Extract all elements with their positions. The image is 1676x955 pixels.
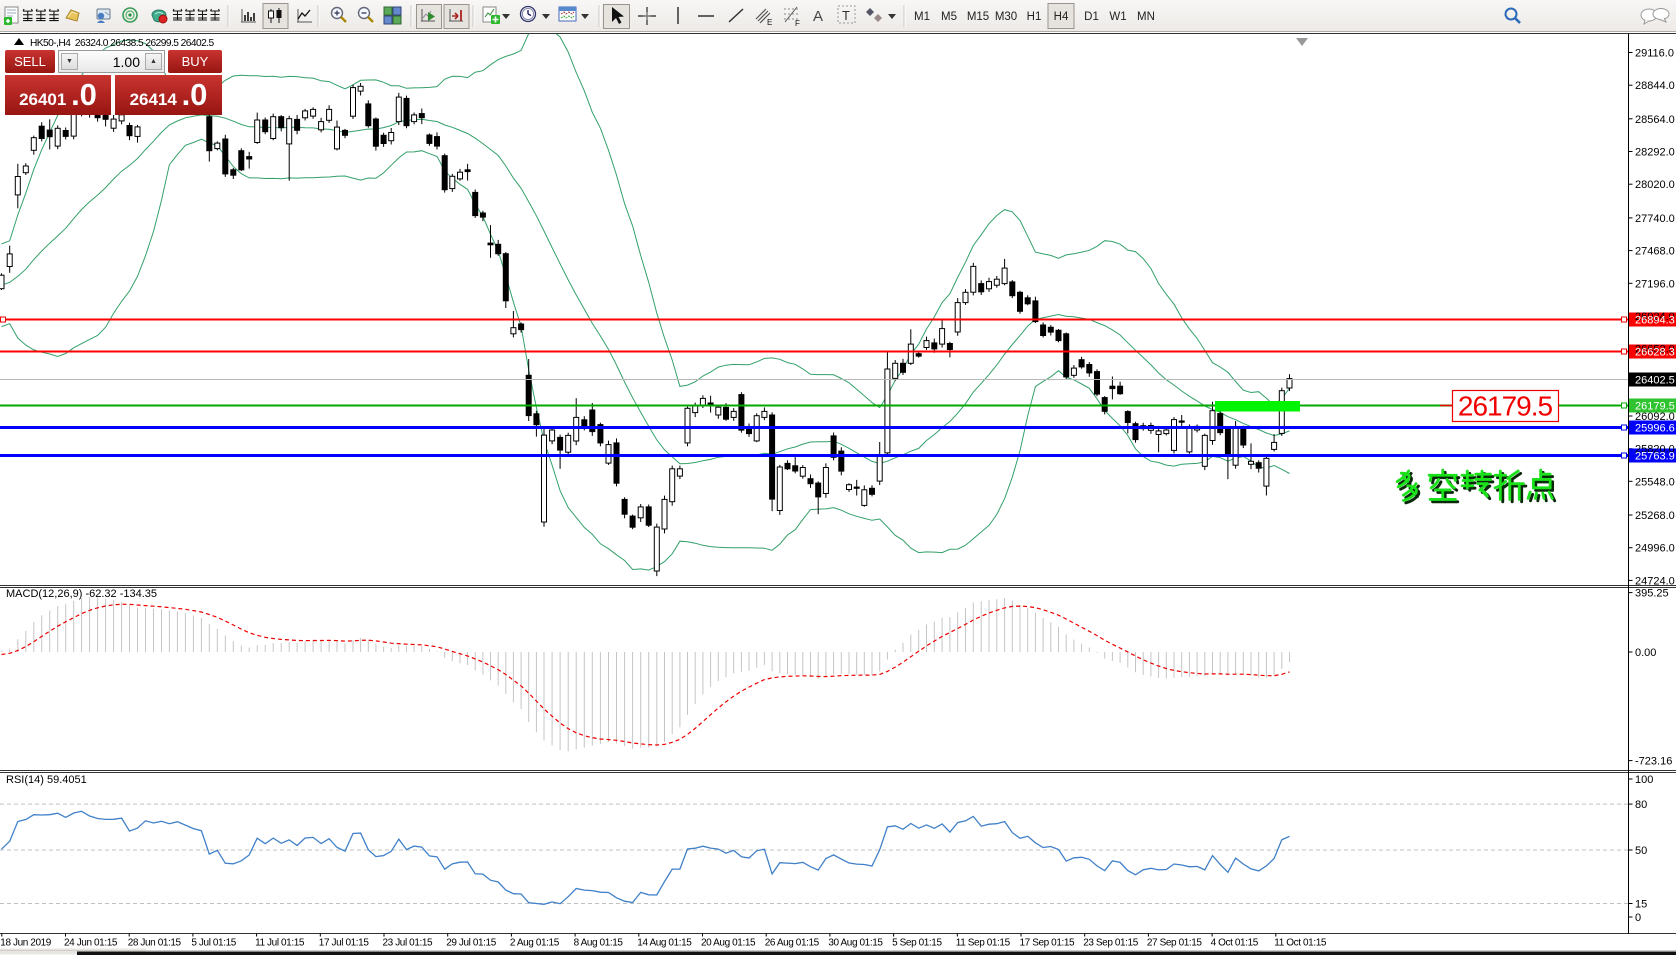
svg-text:28844.0: 28844.0 — [1635, 80, 1675, 92]
svg-text:15: 15 — [1635, 899, 1647, 911]
svg-text:26092.0: 26092.0 — [1635, 411, 1675, 423]
svg-text:25763.9: 25763.9 — [1635, 451, 1675, 463]
svg-text:5 Jul 01:15: 5 Jul 01:15 — [191, 938, 236, 949]
svg-text:25820.0: 25820.0 — [1635, 444, 1675, 456]
svg-text:11 Sep 01:15: 11 Sep 01:15 — [956, 938, 1011, 949]
svg-text:26924.0: 26924.0 — [1635, 311, 1675, 323]
svg-text:27468.0: 27468.0 — [1635, 246, 1675, 258]
svg-text:A: A — [813, 8, 823, 25]
svg-text:28 Jun 01:15: 28 Jun 01:15 — [128, 938, 182, 949]
svg-text:27 Sep 01:15: 27 Sep 01:15 — [1147, 938, 1203, 949]
svg-text:30 Aug 01:15: 30 Aug 01:15 — [828, 938, 883, 949]
svg-text:26894.3: 26894.3 — [1635, 315, 1675, 327]
svg-text:H1: H1 — [1027, 11, 1042, 23]
svg-text:4 Oct 01:15: 4 Oct 01:15 — [1211, 938, 1259, 949]
svg-text:23 Jul 01:15: 23 Jul 01:15 — [383, 938, 434, 949]
svg-text:11 Jul 01:15: 11 Jul 01:15 — [255, 938, 305, 949]
svg-text:14 Aug 01:15: 14 Aug 01:15 — [637, 938, 692, 949]
svg-text:M5: M5 — [941, 11, 957, 23]
svg-text:0: 0 — [1635, 912, 1641, 924]
svg-text:27196.0: 27196.0 — [1635, 278, 1675, 290]
svg-text:HK50-,H4 26324.0 26438.5 2629: HK50-,H4 26324.0 26438.5 26299.5 26402.5 — [30, 38, 215, 49]
svg-text:2 Aug 01:15: 2 Aug 01:15 — [510, 938, 560, 949]
svg-text:50: 50 — [1635, 845, 1647, 857]
svg-text:24996.0: 24996.0 — [1635, 543, 1675, 555]
svg-text:80: 80 — [1635, 799, 1647, 811]
svg-text:29116.0: 29116.0 — [1635, 48, 1674, 60]
svg-text:E: E — [767, 18, 772, 27]
svg-text:-723.16: -723.16 — [1635, 756, 1672, 768]
svg-text:W1: W1 — [1109, 11, 1126, 23]
svg-text:23 Sep 01:15: 23 Sep 01:15 — [1083, 938, 1139, 949]
svg-text:D1: D1 — [1084, 11, 1099, 23]
svg-text:28292.0: 28292.0 — [1635, 147, 1675, 159]
svg-text:24 Jun 01:15: 24 Jun 01:15 — [64, 938, 118, 949]
svg-text:T: T — [842, 8, 850, 23]
svg-text:5 Sep 01:15: 5 Sep 01:15 — [892, 938, 942, 949]
svg-text:8 Aug 01:15: 8 Aug 01:15 — [574, 938, 624, 949]
svg-text:100: 100 — [1635, 774, 1653, 786]
svg-text:0.00: 0.00 — [1635, 647, 1656, 659]
svg-text:18 Jun 2019: 18 Jun 2019 — [0, 938, 51, 949]
svg-text:F: F — [795, 19, 800, 28]
svg-text:28020.0: 28020.0 — [1635, 179, 1675, 191]
svg-text:24724.0: 24724.0 — [1635, 575, 1675, 587]
svg-text:H4: H4 — [1054, 11, 1069, 23]
svg-text:26402.5: 26402.5 — [1635, 375, 1675, 387]
svg-text:26628.3: 26628.3 — [1635, 347, 1675, 359]
svg-text:M1: M1 — [914, 11, 930, 23]
svg-text:MACD(12,26,9) -62.32 -134.35: MACD(12,26,9) -62.32 -134.35 — [6, 588, 157, 600]
svg-text:M15: M15 — [967, 11, 989, 23]
svg-text:25268.0: 25268.0 — [1635, 510, 1675, 522]
svg-text:26372.0: 26372.0 — [1635, 377, 1675, 389]
svg-text:26179.5: 26179.5 — [1458, 391, 1553, 422]
svg-text:28564.0: 28564.0 — [1635, 114, 1675, 126]
svg-text:MN: MN — [1137, 11, 1155, 23]
svg-text:26 Aug 01:15: 26 Aug 01:15 — [765, 938, 820, 949]
svg-text:17 Jul 01:15: 17 Jul 01:15 — [319, 938, 370, 949]
svg-text:11 Oct 01:15: 11 Oct 01:15 — [1274, 938, 1327, 949]
svg-text:25548.0: 25548.0 — [1635, 476, 1675, 488]
svg-text:27740.0: 27740.0 — [1635, 213, 1675, 225]
svg-text:26179.5: 26179.5 — [1635, 401, 1675, 413]
svg-text:20 Aug 01:15: 20 Aug 01:15 — [701, 938, 756, 949]
svg-text:RSI(14) 59.4051: RSI(14) 59.4051 — [6, 774, 87, 786]
svg-text:25996.6: 25996.6 — [1635, 423, 1675, 435]
svg-text:17 Sep 01:15: 17 Sep 01:15 — [1020, 938, 1076, 949]
svg-text:26652.0: 26652.0 — [1635, 344, 1675, 356]
svg-text:395.25: 395.25 — [1635, 588, 1669, 600]
svg-text:29 Jul 01:15: 29 Jul 01:15 — [446, 938, 497, 949]
svg-text:M30: M30 — [995, 11, 1017, 23]
